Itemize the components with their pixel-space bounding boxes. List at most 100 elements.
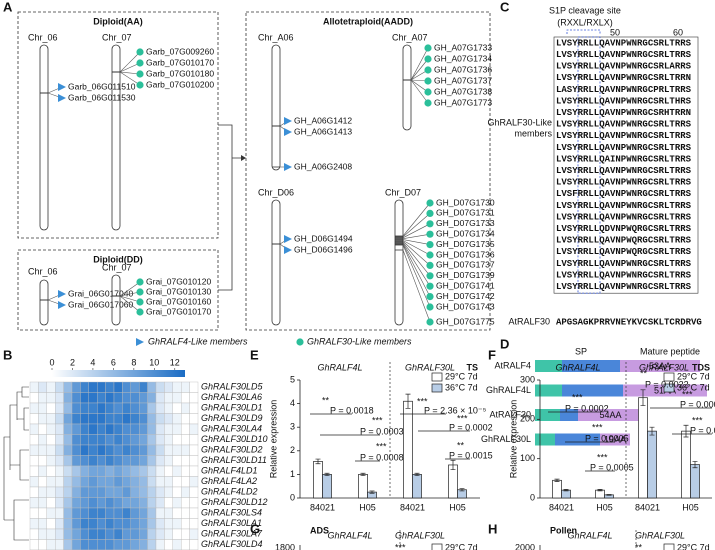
chromosome <box>394 199 404 326</box>
error-bar <box>360 472 366 476</box>
heatmap-cell <box>138 413 148 425</box>
heatmap-cell <box>147 455 157 467</box>
segment <box>620 360 700 372</box>
heatmap-cell <box>71 434 81 446</box>
gene-label: GH_D07G1734 <box>436 228 495 238</box>
annotation: P = 0.0004 <box>680 399 715 409</box>
heatmap-cell <box>88 381 98 393</box>
row-label: GhRALF30LD12 <box>201 497 268 507</box>
heatmap-cell <box>180 465 190 477</box>
heatmap-cell <box>80 402 90 414</box>
error-bar <box>315 458 321 465</box>
heatmap-cell <box>38 497 48 509</box>
legend-label: 29°C 7d <box>445 371 478 381</box>
row-label: GhRALF30LA6 <box>201 392 262 402</box>
heatmap-cell <box>138 381 148 393</box>
heatmap-cell <box>105 402 115 414</box>
gene-link <box>410 58 429 81</box>
segment-label: 53AA <box>649 361 671 371</box>
gene-label: GH_D07G1735 <box>436 239 495 249</box>
y-tick-label: 2 <box>290 445 295 455</box>
group-label: GhRALF30L <box>405 362 455 372</box>
chr-label: Chr_06 <box>28 266 58 276</box>
heatmap-cell <box>38 507 48 519</box>
heatmap-cell <box>147 413 157 425</box>
circle-marker <box>426 293 434 301</box>
heatmap-cell <box>63 434 73 446</box>
heatmap-cell <box>189 434 199 446</box>
heatmap-cell <box>155 518 165 530</box>
gene-link <box>119 51 141 73</box>
chromosome <box>271 199 281 326</box>
heatmap-cell <box>172 486 182 498</box>
annotation: (RXXL/RXLX) <box>557 17 613 27</box>
heatmap-cell <box>180 381 190 393</box>
heatmap-cell <box>38 444 48 456</box>
group-label: GhRALF4L <box>555 362 600 372</box>
y-tick-label: 4 <box>290 398 295 408</box>
gene-label: Garb_07G009260 <box>146 46 214 56</box>
heatmap-cell <box>88 497 98 509</box>
circle-marker <box>426 209 434 217</box>
circle-marker <box>426 251 434 259</box>
heatmap-cell <box>88 528 98 540</box>
heatmap-cell <box>29 528 39 540</box>
heatmap-cell <box>180 476 190 488</box>
heatmap-cell <box>46 507 56 519</box>
heatmap-cell <box>71 476 81 488</box>
heatmap-cell <box>55 476 64 488</box>
heatmap-cell <box>122 444 132 456</box>
group-label: GhRALF4L <box>567 530 612 540</box>
sequence: LVSYRRLLQAVNPWNRGCSRLTHRS <box>556 96 692 106</box>
heatmap-cell <box>80 392 90 404</box>
gene-link <box>410 79 429 104</box>
site-box <box>577 36 601 294</box>
box-title: Diploid(AA) <box>93 16 143 26</box>
heatmap-cell <box>29 381 39 393</box>
heatmap-cell <box>113 455 123 467</box>
segment <box>600 433 630 446</box>
segment <box>555 433 600 446</box>
heatmap-cell <box>55 465 64 477</box>
annotation: *** <box>457 413 468 423</box>
chr-label: Chr_D06 <box>258 187 294 197</box>
y-tick-label: 200 <box>520 414 535 424</box>
heatmap-cell <box>189 423 199 435</box>
heatmap-cell <box>147 392 157 404</box>
heatmap-cell <box>147 434 157 446</box>
sequence: LVSYRRLLQAVNPWNRGCSRLARRS <box>556 62 692 72</box>
heatmap-cell <box>80 518 90 530</box>
heatmap-cell <box>138 402 148 414</box>
heatmap-cell <box>105 392 115 404</box>
triangle-marker <box>284 235 292 243</box>
heatmap-cell <box>105 455 115 467</box>
gene-label: Garb_07G010180 <box>146 68 214 78</box>
heatmap-cell <box>122 486 132 498</box>
triangle-marker <box>58 83 66 91</box>
row-label: AtRALF30 <box>489 409 531 419</box>
heatmap-cell <box>138 486 148 498</box>
heatmap-cell <box>71 528 81 540</box>
heatmap-cell <box>55 444 64 456</box>
dendrogram <box>3 386 29 541</box>
heatmap-cell <box>155 528 165 540</box>
heatmap-cell <box>80 444 90 456</box>
gene-label: Garb_06G011510 <box>68 81 136 91</box>
heatmap-cell <box>122 465 132 477</box>
heatmap-cell <box>46 402 56 414</box>
annotation: *** <box>692 415 703 425</box>
heatmap-cell <box>189 497 199 509</box>
heatmap-cell <box>180 402 190 414</box>
heatmap-cell <box>130 402 140 414</box>
heatmap-cell <box>38 434 48 446</box>
heatmap-cell <box>105 413 115 425</box>
heatmap-cell <box>71 507 81 519</box>
heatmap-cell <box>138 539 148 550</box>
error-bar <box>369 490 375 494</box>
y-tick-label: 300 <box>520 374 535 384</box>
heatmap-cell <box>113 434 123 446</box>
heatmap-cell <box>96 423 106 435</box>
bar <box>358 474 368 499</box>
alignment-frame <box>553 36 699 294</box>
circle-marker <box>136 70 144 78</box>
